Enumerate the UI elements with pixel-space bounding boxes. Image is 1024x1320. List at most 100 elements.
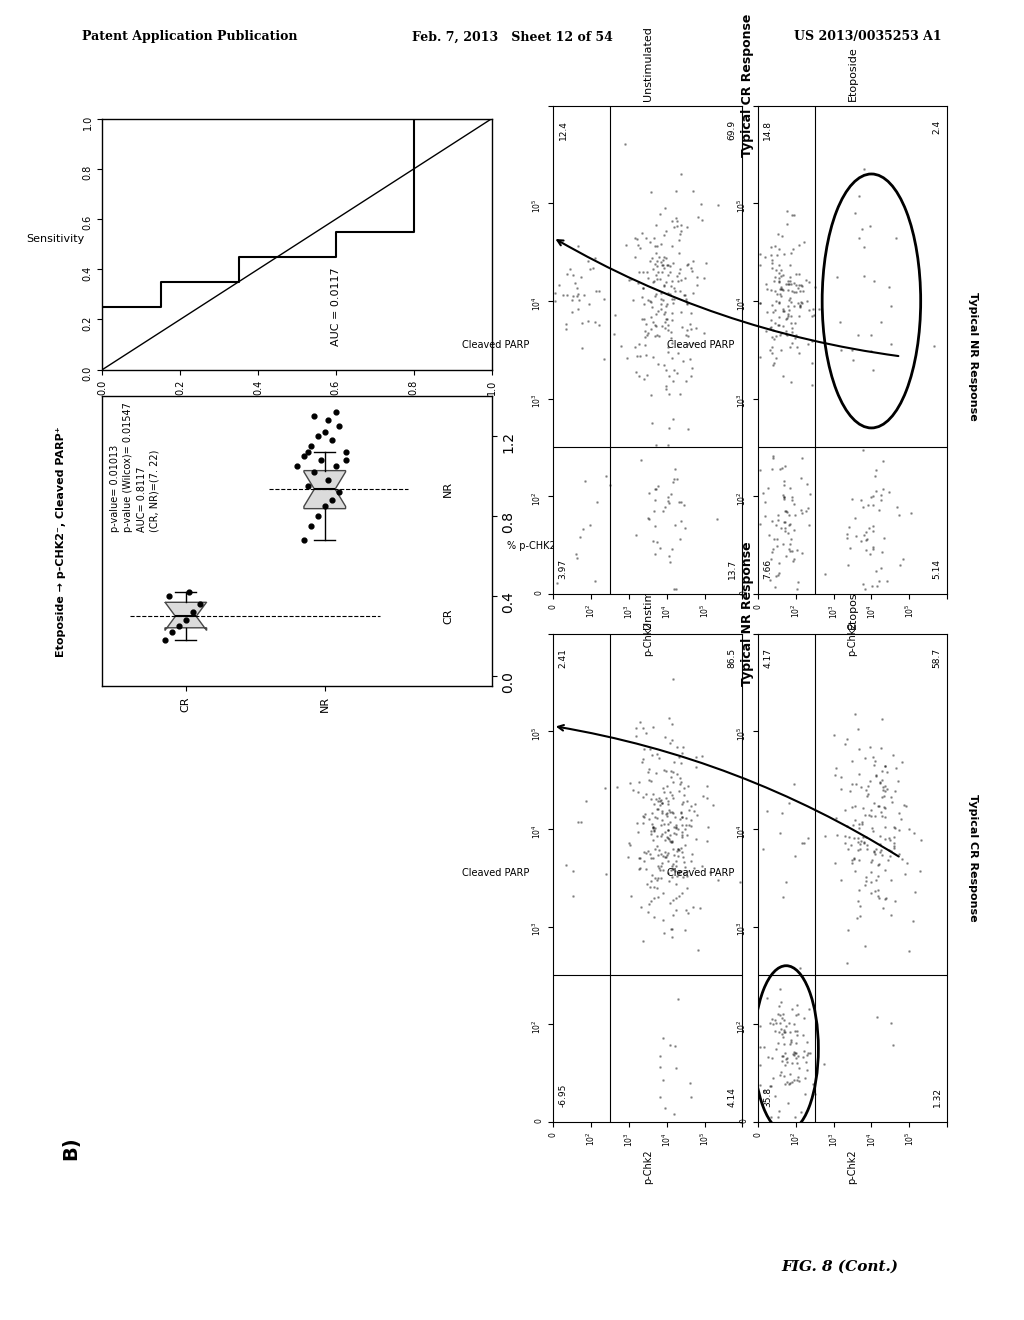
Point	[774, 1007, 791, 1028]
Point	[776, 455, 793, 477]
Point	[678, 814, 694, 836]
Point	[555, 284, 571, 305]
Point	[683, 795, 699, 816]
Point	[883, 904, 899, 925]
Point	[645, 816, 662, 837]
Point	[842, 780, 858, 801]
Point	[635, 277, 651, 298]
Point	[672, 774, 688, 795]
Point	[768, 326, 784, 347]
Point	[617, 234, 634, 255]
Point	[654, 803, 671, 824]
Point	[648, 788, 665, 809]
Point	[779, 304, 796, 325]
Point	[559, 263, 575, 284]
Point	[683, 302, 699, 323]
Point	[569, 277, 586, 298]
Point	[645, 717, 662, 738]
Point	[905, 822, 922, 843]
Point	[679, 319, 695, 341]
Point	[782, 371, 799, 392]
Point	[792, 957, 808, 978]
Point	[668, 900, 684, 921]
Point	[765, 301, 781, 322]
Point	[647, 490, 664, 511]
Point	[659, 342, 676, 363]
Point	[785, 494, 802, 515]
Point	[621, 846, 637, 867]
Point	[788, 994, 805, 1015]
Point	[793, 467, 809, 488]
Point	[660, 487, 677, 508]
Point	[862, 215, 879, 236]
Point	[649, 867, 666, 888]
Point	[804, 330, 820, 351]
Point	[777, 1041, 794, 1063]
Point	[877, 828, 893, 849]
Point	[783, 486, 800, 507]
Point	[664, 801, 680, 822]
Point	[634, 261, 650, 282]
Point	[790, 1020, 806, 1041]
Point	[764, 249, 780, 271]
Point	[668, 578, 684, 599]
Point	[885, 1035, 901, 1056]
Point	[664, 917, 680, 939]
Point	[778, 325, 795, 346]
Point	[779, 1092, 796, 1113]
Point	[618, 347, 635, 368]
Point	[664, 785, 680, 807]
Point	[763, 317, 779, 338]
Point	[856, 935, 872, 956]
Point	[779, 502, 796, 523]
Point	[643, 870, 659, 891]
Point	[565, 886, 582, 907]
Point	[658, 359, 675, 380]
Point	[797, 1082, 813, 1104]
Point	[642, 738, 658, 759]
Point	[582, 259, 598, 280]
Point	[659, 862, 676, 883]
Point	[666, 277, 682, 298]
Point	[863, 341, 880, 362]
Text: 69.9: 69.9	[728, 120, 736, 140]
Point	[665, 788, 681, 809]
Point	[683, 318, 699, 339]
Point	[787, 327, 804, 348]
Point	[659, 255, 676, 276]
Point	[684, 356, 700, 378]
Point	[839, 527, 855, 548]
Point	[873, 787, 890, 808]
Point	[677, 517, 693, 539]
Point	[805, 298, 821, 319]
Point	[787, 845, 804, 866]
Point	[657, 376, 674, 397]
Point	[669, 866, 685, 887]
Point	[837, 825, 853, 846]
Point	[769, 564, 785, 585]
Point	[621, 269, 637, 290]
Point	[800, 334, 816, 355]
Point	[631, 334, 647, 355]
Point	[694, 855, 711, 876]
Point	[674, 826, 690, 847]
Point	[686, 793, 702, 814]
Point	[664, 539, 680, 560]
Point	[684, 260, 700, 281]
Point	[773, 226, 790, 247]
Point	[829, 267, 846, 288]
Point	[640, 507, 656, 528]
Point	[857, 747, 873, 768]
Point	[679, 293, 695, 314]
Point	[874, 776, 891, 797]
Point	[674, 807, 690, 828]
Point	[841, 516, 857, 537]
Point	[635, 277, 651, 298]
Point	[770, 1032, 786, 1053]
Point	[776, 1055, 793, 1076]
Point	[874, 760, 891, 781]
Point	[764, 337, 780, 358]
Point	[757, 506, 773, 527]
Point	[788, 1032, 805, 1053]
Point	[769, 528, 785, 549]
